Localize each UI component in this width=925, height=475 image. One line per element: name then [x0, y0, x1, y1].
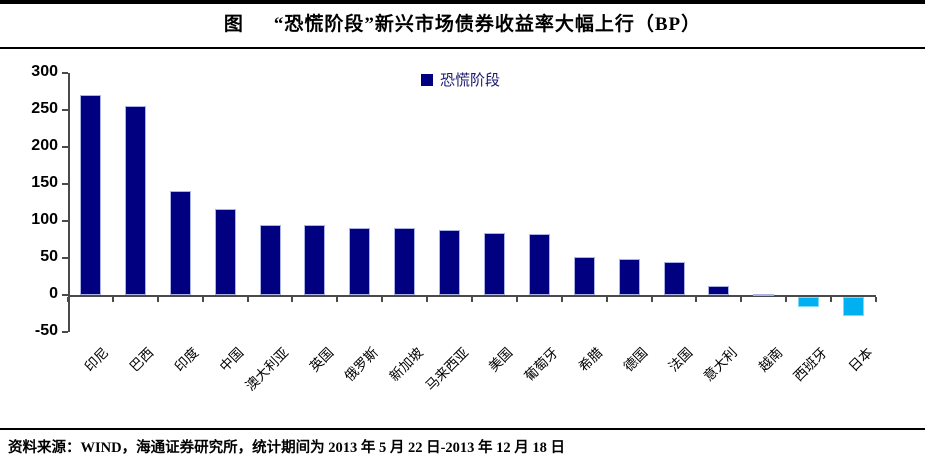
y-axis: [68, 73, 70, 332]
bar-美国: [483, 232, 505, 295]
x-axis-tick: [111, 297, 114, 302]
source-note: 资料来源：WIND，海通证券研究所，统计期间为 2013 年 5 月 22 日-…: [8, 440, 566, 456]
y-axis-tick: [62, 331, 68, 333]
bar-葡萄牙: [528, 234, 550, 295]
bar-俄罗斯: [349, 227, 371, 295]
bar-西班牙: [798, 297, 820, 307]
x-axis-tick: [291, 297, 294, 302]
y-axis-tick: [62, 220, 68, 222]
y-axis-label: 300: [31, 63, 58, 80]
x-axis-label: 越南: [755, 344, 786, 375]
x-axis-tick: [381, 297, 384, 302]
y-axis-label: 50: [40, 248, 58, 265]
x-axis-label: 澳大利亚: [242, 344, 292, 394]
x-axis-tick: [246, 297, 249, 302]
x-axis-tick: [201, 297, 204, 302]
x-axis-tick: [785, 297, 788, 302]
x-axis-label: 葡萄牙: [521, 344, 561, 385]
footer-divider: [0, 428, 925, 430]
x-axis-tick: [830, 297, 833, 302]
x-axis-label: 英国: [306, 344, 337, 375]
top-divider: [0, 0, 925, 4]
x-axis-tick: [560, 297, 563, 302]
bar-希腊: [573, 256, 595, 295]
bar-越南: [753, 293, 775, 296]
x-axis: [68, 295, 876, 297]
bar-新加坡: [394, 228, 416, 295]
x-axis-tick: [695, 297, 698, 302]
y-axis-label: 0: [49, 285, 58, 302]
x-axis-tick: [740, 297, 743, 302]
y-axis-tick: [62, 294, 68, 296]
y-axis-tick: [62, 257, 68, 259]
x-axis-label: 印尼: [82, 344, 112, 375]
x-axis-tick: [471, 297, 473, 302]
x-axis-tick: [650, 297, 653, 302]
chart-title-text: “恐慌阶段”新兴市场债券收益率大幅上行（BP）: [273, 14, 702, 35]
x-axis-tick: [515, 297, 518, 302]
x-axis-label: 日本: [845, 344, 875, 375]
x-axis-tick: [875, 297, 877, 302]
x-axis-label: 美国: [486, 344, 516, 375]
bar-德国: [618, 259, 640, 295]
x-axis-tick: [336, 297, 339, 302]
x-axis-tick: [605, 297, 608, 302]
y-axis-label: 250: [31, 100, 58, 117]
legend: 恐慌阶段: [421, 69, 500, 90]
y-axis-label: -50: [34, 322, 58, 339]
x-axis-label: 德国: [620, 344, 651, 375]
x-axis-label: 意大利: [701, 344, 741, 385]
x-axis-label: 俄罗斯: [341, 344, 382, 385]
y-axis-tick: [62, 72, 68, 74]
y-axis-label: 150: [31, 174, 58, 191]
y-axis-tick: [62, 183, 68, 185]
bar-意大利: [708, 286, 730, 295]
title-divider: [0, 47, 925, 49]
y-axis-label: 200: [31, 137, 58, 154]
bar-日本: [843, 297, 865, 316]
y-axis-tick: [62, 146, 68, 148]
legend-swatch-icon: [421, 73, 433, 86]
bar-印尼: [79, 95, 101, 295]
bar-法国: [663, 262, 685, 295]
x-axis-tick: [426, 297, 429, 302]
chart-title-prefix: 图: [223, 14, 244, 35]
bar-印度: [169, 191, 191, 295]
bar-巴西: [124, 106, 146, 295]
bar-马来西亚: [439, 229, 461, 295]
bar-中国: [214, 209, 236, 295]
chart-title: 图 “恐慌阶段”新兴市场债券收益率大幅上行（BP）: [0, 9, 925, 36]
x-axis-label: 马来西亚: [422, 344, 471, 394]
bar-澳大利亚: [259, 224, 281, 295]
y-axis-label: 100: [31, 211, 58, 228]
x-axis-tick: [67, 297, 69, 302]
bar-chart: 300 250 200 150 100 50 0 -50 印尼 巴西 印度 中国 澳大利亚 英国 俄罗斯 新加…: [31, 63, 877, 394]
legend-label: 恐慌阶段: [440, 73, 501, 89]
x-axis-label: 希腊: [575, 344, 606, 375]
x-axis-tick: [156, 297, 159, 302]
x-axis-label: 巴西: [127, 344, 157, 375]
x-axis-label: 法国: [665, 344, 696, 375]
y-axis-tick: [62, 109, 68, 111]
x-axis-label: 中国: [216, 344, 247, 375]
x-axis-label: 印度: [171, 344, 202, 375]
bar-英国: [304, 224, 326, 295]
x-axis-label: 西班牙: [790, 344, 831, 385]
